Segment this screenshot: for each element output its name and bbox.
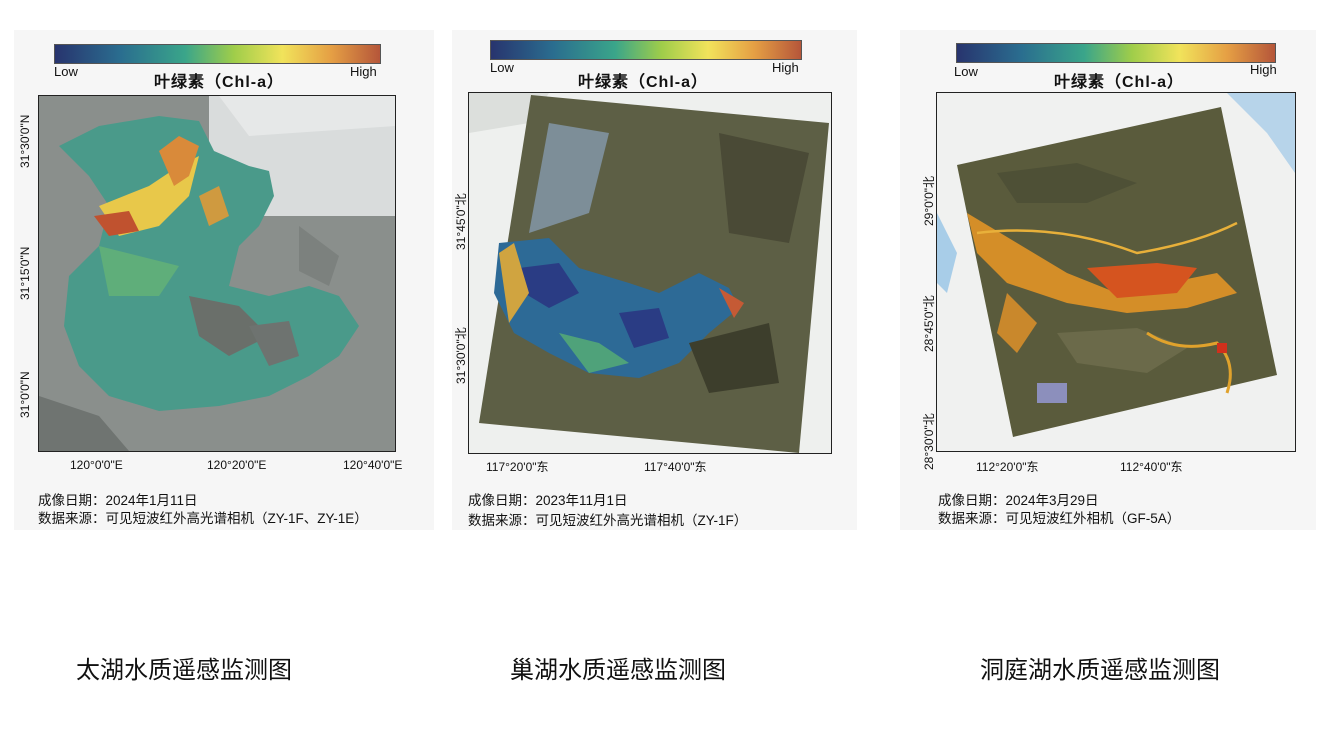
imaging-date: 成像日期：2023年11月1日 [468,493,628,508]
colorbar [956,43,1276,63]
x-tick-label: 120°20'0"E [207,458,267,472]
imaging-date: 成像日期：2024年3月29日 [938,493,1099,508]
y-tick-label: 31°30'0"N [18,114,32,168]
data-source: 数据来源：可见短波红外高光谱相机（ZY-1F） [468,513,748,528]
data-source: 数据来源：可见短波红外高光谱相机（ZY-1F、ZY-1E） [38,511,368,526]
x-tick-label: 120°0'0"E [70,458,123,472]
colorbar-title: 叶绿素（Chl-a） [1054,74,1185,91]
satellite-map [937,93,1295,451]
colorbar-title: 叶绿素（Chl-a） [578,74,709,91]
colorbar [54,44,381,64]
figure-title: 太湖水质遥感监测图 [76,656,292,684]
map-frame [38,95,396,452]
colorbar-title: 叶绿素（Chl-a） [154,74,285,91]
map-frame [468,92,832,454]
y-tick-label: 31°0'0"N [18,371,32,418]
data-source: 数据来源：可见短波红外相机（GF-5A） [938,511,1181,526]
y-tick-label: 31°30'0"北 [454,327,468,384]
y-tick-label: 28°45'0"北 [922,295,936,352]
colorbar-low-label: Low [490,60,514,75]
y-tick-label: 28°30'0"北 [922,413,936,470]
map-frame [936,92,1296,452]
x-tick-label: 112°40'0"东 [1120,460,1183,474]
colorbar-low-label: Low [954,64,978,79]
x-tick-label: 117°40'0"东 [644,460,707,474]
satellite-map [39,96,395,451]
y-tick-label: 29°0'0"北 [922,175,936,226]
y-tick-label: 31°15'0"N [18,246,32,300]
x-tick-label: 112°20'0"东 [976,460,1039,474]
colorbar-high-label: High [350,64,377,79]
colorbar [490,40,802,60]
panel-dongting: Low High 叶绿素（Chl-a） 112°20'0"东 112°40'0"… [900,0,1333,733]
panel-chaohu: Low High 叶绿素（Chl-a） 117°20'0"东 117°40'0"… [452,0,892,733]
x-tick-label: 120°40'0"E [343,458,403,472]
figure-title: 巢湖水质遥感监测图 [510,656,726,684]
figure-title: 洞庭湖水质遥感监测图 [980,656,1220,684]
colorbar-high-label: High [1250,62,1277,77]
imaging-date: 成像日期：2024年1月11日 [38,493,198,508]
colorbar-low-label: Low [54,64,78,79]
x-tick-label: 117°20'0"东 [486,460,549,474]
y-tick-label: 31°45'0"北 [454,193,468,250]
panel-taihu: Low High 叶绿素（Chl-a） 120°0'0"E 120°20'0"E… [14,0,454,733]
colorbar-high-label: High [772,60,799,75]
satellite-map [469,93,831,453]
